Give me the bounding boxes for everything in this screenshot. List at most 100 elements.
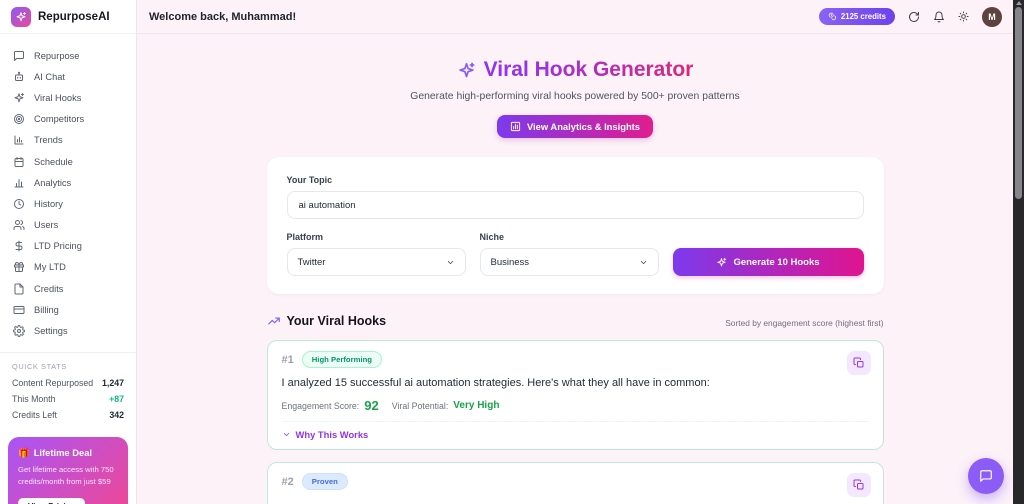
scrollbar-thumb[interactable] [1015,7,1022,199]
users-icon [13,219,25,231]
trending-up-icon [267,314,281,328]
credits-badge-label: 2125 credits [840,12,886,21]
stat-label: This Month [12,393,56,404]
message-icon [13,50,25,62]
hooks-section-title: Your Viral Hooks [267,314,387,328]
stat-label: Credits Left [12,409,57,420]
bar-chart-icon [13,177,25,189]
target-icon [13,113,25,125]
sidebar-item-ltd-pricing[interactable]: LTD Pricing [0,236,136,257]
topic-label: Your Topic [286,175,333,185]
brand-logo-icon [11,6,31,27]
sidebar-item-label: Viral Hooks [34,92,82,103]
platform-label: Platform [286,232,324,242]
platform-select[interactable]: Twitter [286,248,466,276]
chart-square-icon [510,121,521,132]
refresh-button[interactable] [908,11,920,23]
sidebar-item-trends[interactable]: Trends [0,130,136,151]
sidebar-item-ai-chat[interactable]: AI Chat [0,66,136,87]
theme-toggle-button[interactable] [958,11,969,22]
divider [281,421,869,422]
notifications-button[interactable] [933,11,945,23]
hooks-section-title-text: Your Viral Hooks [286,314,387,328]
sidebar-item-analytics[interactable]: Analytics [0,172,136,193]
sparkles-icon [716,257,727,268]
chevron-down-icon [282,430,291,439]
hook-rank: #1 [281,353,294,366]
chat-fab-button[interactable] [968,458,1004,494]
niche-select[interactable]: Business [479,248,659,276]
sidebar-item-label: Schedule [34,156,73,167]
chat-bubble-icon [979,469,993,483]
view-analytics-button[interactable]: View Analytics & Insights [496,115,654,138]
brand-logo-row: RepurposeAI [0,0,136,34]
copy-icon [853,479,865,491]
topic-input[interactable] [286,191,864,219]
generate-hooks-button[interactable]: Generate 10 Hooks [672,248,864,276]
hook-card-2: #2 Proven [266,462,884,504]
sidebar-item-settings[interactable]: Settings [0,320,136,341]
copy-icon [853,357,865,369]
sidebar-item-label: Trends [34,135,63,146]
why-this-works-expander[interactable]: Why This Works [282,429,369,440]
stat-label: Content Repurposed [12,377,94,388]
sidebar-item-schedule[interactable]: Schedule [0,151,136,172]
sidebar-item-competitors[interactable]: Competitors [0,109,136,130]
top-bar-controls: 2125 credits M [818,6,1002,27]
sidebar-item-label: My LTD [34,262,66,273]
stat-row-credits-left: Credits Left 342 [12,410,124,420]
viral-potential-value: Very High [453,400,500,411]
view-pricing-button[interactable]: View Pricing [18,497,86,504]
sidebar-item-viral-hooks[interactable]: Viral Hooks [0,87,136,108]
sidebar-item-label: History [34,198,63,209]
avatar[interactable]: M [982,6,1002,27]
welcome-message: Welcome back, Muhammad! [149,10,297,23]
credits-badge[interactable]: 2125 credits [818,8,895,25]
file-icon [13,283,25,295]
stat-value: 342 [109,409,124,420]
trend-chart-icon [13,134,25,146]
hooks-section-header: Your Viral Hooks Sorted by engagement sc… [267,314,884,328]
page-scrollbar[interactable] [1013,0,1024,504]
gift-icon [13,261,25,273]
copy-hook-button[interactable] [846,473,871,497]
why-this-works-label: Why This Works [295,429,369,440]
sidebar-item-label: AI Chat [34,71,66,82]
chevron-down-icon [446,258,455,267]
main-content: Viral Hook Generator Generate high-perfo… [137,34,1024,504]
sidebar-item-my-ltd[interactable]: My LTD [0,257,136,278]
scrollbar-up-arrow[interactable] [1015,1,1022,5]
sidebar-item-users[interactable]: Users [0,215,136,236]
sort-note: Sorted by engagement score (highest firs… [725,318,884,328]
niche-label: Niche [479,232,505,242]
engagement-score-value: 92 [364,398,379,413]
brand-name: RepurposeAI [38,10,110,23]
viral-potential-label: Viral Potential: [391,400,449,411]
sparkles-icon [457,61,476,80]
page-title: Viral Hook Generator [483,58,694,81]
hook-badge-high-performing: High Performing [301,351,382,368]
lifetime-deal-card: 🎁 Lifetime Deal Get lifetime access with… [8,436,128,504]
copy-hook-button[interactable] [846,351,871,375]
chevron-down-icon [639,258,648,267]
hook-text: I analyzed 15 successful ai automation s… [281,377,710,389]
generate-hooks-label: Generate 10 Hooks [733,256,820,268]
main-column: Welcome back, Muhammad! 2125 credits M V… [137,0,1024,504]
hook-generator-form: Your Topic Platform Twitter Niche [266,157,884,294]
sidebar-item-label: Users [34,220,59,231]
sidebar-item-credits[interactable]: Credits [0,278,136,299]
bell-icon [933,11,945,23]
sun-icon [958,11,969,22]
gift-emoji-icon: 🎁 [18,446,30,458]
lifetime-deal-description: Get lifetime access with 750 credits/mon… [18,464,114,486]
sidebar-item-label: Settings [34,326,68,337]
robot-icon [13,71,25,83]
credit-card-icon [13,304,25,316]
sidebar-item-history[interactable]: History [0,193,136,214]
engagement-score-label: Engagement Score: [281,400,360,411]
gear-icon [13,325,25,337]
sidebar-item-billing[interactable]: Billing [0,299,136,320]
sidebar-item-label: LTD Pricing [34,241,82,252]
sidebar-item-repurpose[interactable]: Repurpose [0,45,136,66]
